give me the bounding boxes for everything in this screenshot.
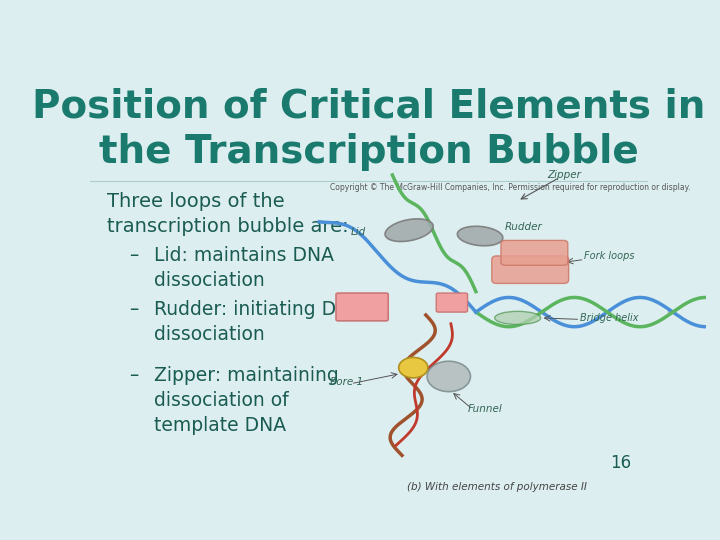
Text: Lid: Lid (351, 227, 366, 237)
Text: Zipper: maintaining
dissociation of
template DNA: Zipper: maintaining dissociation of temp… (154, 366, 339, 435)
Text: –: – (129, 366, 138, 385)
FancyBboxPatch shape (492, 256, 569, 284)
Text: –: – (129, 300, 138, 319)
Text: Position of Critical Elements in
the Transcription Bubble: Position of Critical Elements in the Tra… (32, 87, 706, 171)
Text: Rudder: Rudder (505, 222, 543, 232)
Text: Fork loops: Fork loops (585, 252, 635, 261)
Text: Funnel: Funnel (467, 403, 503, 414)
Text: Wall: Wall (349, 302, 375, 312)
Text: 2: 2 (448, 296, 456, 309)
Circle shape (399, 357, 428, 378)
Circle shape (427, 361, 470, 392)
FancyBboxPatch shape (336, 293, 388, 321)
Text: –: – (129, 246, 138, 265)
Ellipse shape (457, 226, 503, 246)
Text: Three loops of the
transcription bubble are:: Three loops of the transcription bubble … (107, 192, 348, 235)
Text: Copyright © The McGraw-Hill Companies, Inc. Permission required for reproduction: Copyright © The McGraw-Hill Companies, I… (330, 183, 690, 192)
FancyBboxPatch shape (501, 240, 568, 265)
FancyBboxPatch shape (436, 293, 467, 312)
Text: (b) With elements of polymerase II: (b) With elements of polymerase II (407, 482, 587, 492)
Text: Lid: maintains DNA
dissociation: Lid: maintains DNA dissociation (154, 246, 334, 289)
Text: Bridge helix: Bridge helix (580, 313, 639, 323)
Ellipse shape (385, 219, 433, 241)
Ellipse shape (495, 312, 541, 325)
Text: 16: 16 (610, 454, 631, 472)
Text: Rudder: initiating DNA
dissociation: Rudder: initiating DNA dissociation (154, 300, 364, 344)
Text: Zipper: Zipper (547, 170, 581, 179)
Text: Pore 1: Pore 1 (330, 377, 363, 387)
